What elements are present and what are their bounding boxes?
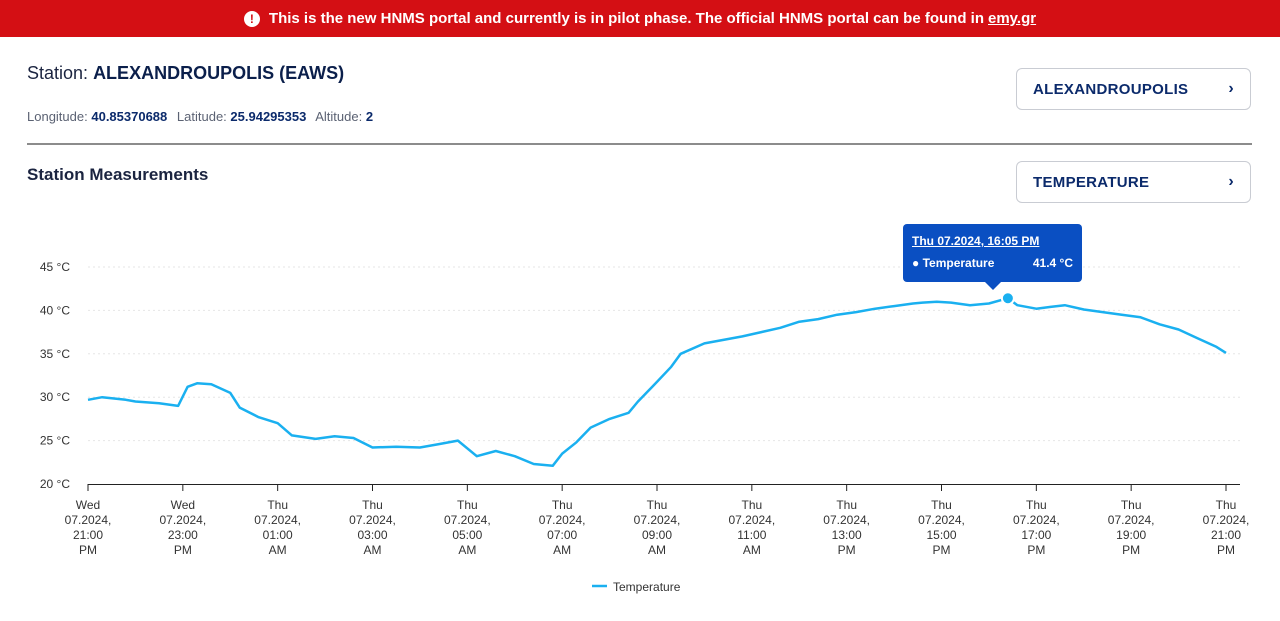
tooltip-series-name: Temperature xyxy=(922,256,995,270)
x-tick-label: Thu 07.2024, 19:00 PM xyxy=(1108,498,1155,557)
y-tick-label: 20 °C xyxy=(40,477,70,491)
section-divider xyxy=(27,143,1252,145)
y-tick-label: 40 °C xyxy=(40,303,70,317)
latitude-value: 25.94295353 xyxy=(230,109,307,124)
pilot-banner: ! This is the new HNMS portal and curren… xyxy=(0,0,1280,37)
x-tick-label: Thu 07.2024, 09:00 AM xyxy=(634,498,681,557)
x-tick-label: Wed 07.2024, 23:00 PM xyxy=(159,498,206,557)
alert-icon: ! xyxy=(243,10,260,27)
longitude-value: 40.85370688 xyxy=(91,109,168,124)
legend-label: Temperature xyxy=(613,580,681,594)
y-tick-label: 30 °C xyxy=(40,390,70,404)
tooltip-date: Thu 07.2024, 16:05 PM xyxy=(912,234,1040,248)
x-tick-label: Thu 07.2024, 07:00 AM xyxy=(539,498,586,557)
banner-message: This is the new HNMS portal and currentl… xyxy=(268,10,984,27)
y-tick-label: 25 °C xyxy=(40,434,70,448)
banner-link[interactable]: emy.gr xyxy=(988,10,1037,27)
measurement-select[interactable]: TEMPERATURE › xyxy=(1016,161,1251,203)
altitude-label: Altitude: xyxy=(315,109,363,124)
latitude-label: Latitude: xyxy=(176,109,227,124)
temperature-series-line xyxy=(87,296,1227,468)
tooltip-value: 41.4 °C xyxy=(1032,256,1073,270)
station-name: ALEXANDROUPOLIS (EAWS) xyxy=(93,63,345,83)
x-tick-label: Thu 07.2024, 11:00 AM xyxy=(728,498,775,557)
section-title: Station Measurements xyxy=(27,165,209,184)
station-select[interactable]: ALEXANDROUPOLIS › xyxy=(1016,68,1251,110)
chevron-right-icon: › xyxy=(1228,80,1234,97)
y-tick-label: 45 °C xyxy=(40,260,70,274)
x-tick-label: Thu 07.2024, 13:00 PM xyxy=(823,498,870,557)
tooltip-series: ● Temperature xyxy=(912,256,995,270)
altitude-value: 2 xyxy=(365,109,374,124)
x-tick-label: Wed 07.2024, 21:00 PM xyxy=(65,498,112,557)
station-coordinates: Longitude: 40.85370688 Latitude: 25.9429… xyxy=(27,109,379,124)
longitude-label: Longitude: xyxy=(27,109,88,124)
station-label: Station: xyxy=(27,63,89,83)
station-title: Station: ALEXANDROUPOLIS (EAWS) xyxy=(27,63,344,84)
x-tick-label: Thu 07.2024, 17:00 PM xyxy=(1013,498,1060,557)
temperature-chart[interactable]: 20 °C 25 °C 30 °C 35 °C 40 °C 45 °C Wed 07.2024… xyxy=(0,200,1280,621)
station-select-value: ALEXANDROUPOLIS xyxy=(1033,80,1189,98)
highlight-point xyxy=(1000,291,1015,306)
measurement-select-value: TEMPERATURE xyxy=(1033,173,1150,191)
chevron-right-icon: › xyxy=(1228,173,1234,190)
x-tick-label: Thu 07.2024, 21:00 PM xyxy=(1203,498,1250,557)
x-tick-label: Thu 07.2024, 03:00 AM xyxy=(349,498,396,557)
y-tick-label: 35 °C xyxy=(40,347,70,361)
x-tick-label: Thu 07.2024, 15:00 PM xyxy=(918,498,965,557)
chart-tooltip: Thu 07.2024, 16:05 PM ● Temperature 41.4… xyxy=(903,224,1082,290)
x-tick-label: Thu 07.2024, 01:00 AM xyxy=(254,498,301,557)
x-tick-label: Thu 07.2024, 05:00 AM xyxy=(444,498,491,557)
